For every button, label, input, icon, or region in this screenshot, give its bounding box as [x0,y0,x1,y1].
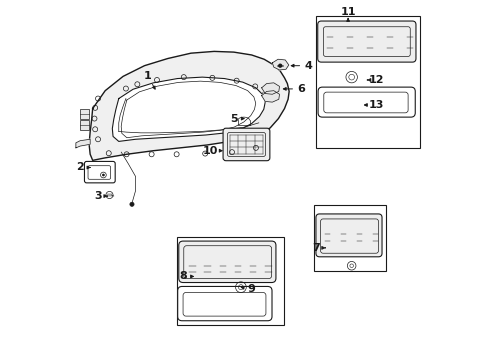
Polygon shape [112,77,264,141]
Circle shape [102,174,104,176]
FancyBboxPatch shape [315,214,381,257]
Bar [80,120,89,130]
FancyBboxPatch shape [223,128,269,161]
Bar [80,109,89,119]
Bar [176,237,283,325]
Text: 11: 11 [340,7,355,17]
FancyBboxPatch shape [179,241,275,283]
FancyBboxPatch shape [317,87,414,117]
Circle shape [278,64,281,67]
Text: 10: 10 [203,146,218,156]
Text: 1: 1 [144,71,152,81]
Polygon shape [272,59,288,70]
Bar [315,16,419,148]
FancyBboxPatch shape [88,166,110,179]
FancyBboxPatch shape [177,287,271,321]
FancyBboxPatch shape [317,21,415,62]
Bar [313,205,385,271]
Text: 6: 6 [297,84,305,94]
Text: 5: 5 [229,113,237,123]
Text: 2: 2 [76,162,84,172]
Text: 4: 4 [304,61,312,71]
Polygon shape [261,83,279,94]
Text: 3: 3 [94,191,102,201]
Text: 7: 7 [311,243,319,253]
Text: 13: 13 [368,100,384,110]
Circle shape [130,202,134,206]
Polygon shape [89,51,288,160]
FancyBboxPatch shape [84,161,115,183]
Polygon shape [76,139,90,148]
Text: 9: 9 [247,284,255,294]
Text: 12: 12 [368,75,384,85]
Text: 8: 8 [179,271,186,282]
Polygon shape [261,91,279,102]
